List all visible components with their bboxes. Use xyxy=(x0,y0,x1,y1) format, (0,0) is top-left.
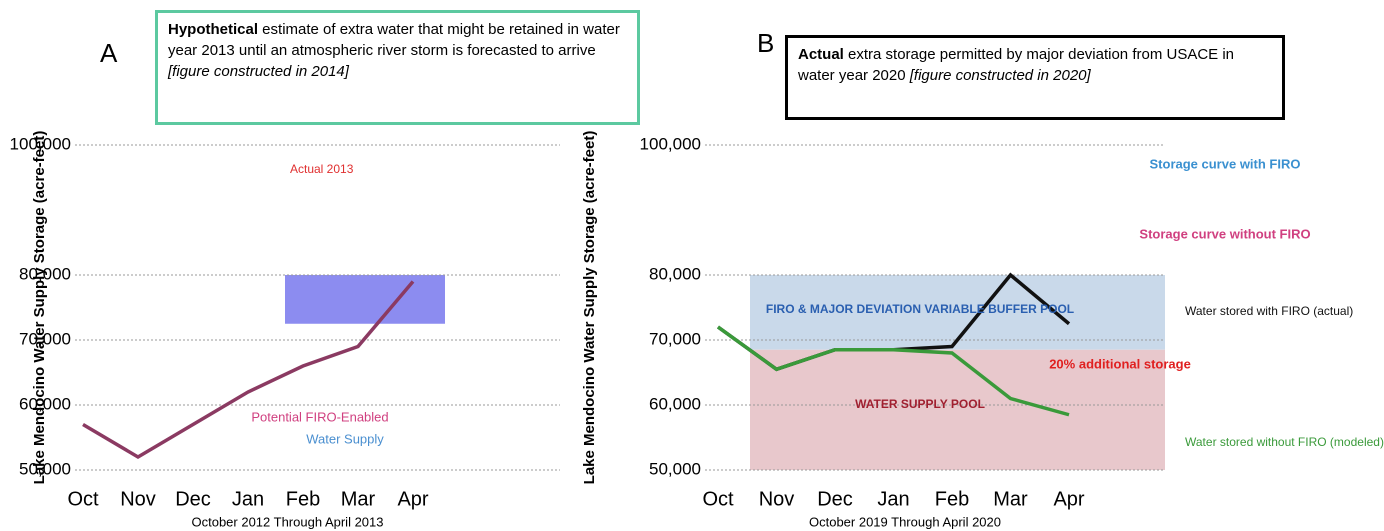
callout-italic: [figure constructed in 2014] xyxy=(168,63,349,80)
callout-text: estimate of extra water that might be re… xyxy=(168,21,620,59)
x-tick-label: Feb xyxy=(935,488,969,510)
annotation: FIRO & MAJOR DEVIATION VARIABLE BUFFER P… xyxy=(766,302,1074,316)
x-axis-label: October 2019 Through April 2020 xyxy=(809,514,1001,529)
x-tick-label: Nov xyxy=(120,488,156,510)
y-tick-label: 100,000 xyxy=(640,134,701,153)
legend-label: Actual 2013 xyxy=(290,162,354,176)
x-tick-label: Apr xyxy=(397,488,428,510)
panel-label: A xyxy=(100,38,118,68)
x-tick-label: Apr xyxy=(1053,488,1084,510)
x-tick-label: Jan xyxy=(877,488,909,510)
legend-label: Water stored with FIRO (actual) xyxy=(1185,304,1353,318)
y-tick-label: 70,000 xyxy=(19,329,71,348)
x-axis-label: October 2012 Through April 2013 xyxy=(191,514,383,529)
y-tick-label: 60,000 xyxy=(19,394,71,413)
y-tick-label: 80,000 xyxy=(19,264,71,283)
x-tick-label: Oct xyxy=(702,488,734,510)
x-tick-label: Jan xyxy=(232,488,264,510)
y-tick-label: 70,000 xyxy=(649,329,701,348)
panel-label: B xyxy=(757,28,774,58)
series-line xyxy=(716,325,1070,417)
pool-band xyxy=(750,349,1165,470)
annotation: Storage curve without FIRO xyxy=(1139,226,1310,241)
pool-band xyxy=(285,275,445,324)
y-tick-label: 60,000 xyxy=(649,394,701,413)
callout-b: Actual extra storage permitted by major … xyxy=(785,35,1285,120)
callout-bold: Actual xyxy=(798,46,844,63)
annotation: Storage curve with FIRO xyxy=(1150,156,1301,171)
y-tick-label: 80,000 xyxy=(649,264,701,283)
x-tick-label: Dec xyxy=(817,488,853,510)
x-tick-label: Feb xyxy=(286,488,320,510)
x-tick-label: Dec xyxy=(175,488,211,510)
y-axis-label: Lake Mendocino Water Supply Storage (acr… xyxy=(581,131,598,485)
y-tick-label: 50,000 xyxy=(19,459,71,478)
annotation: Potential FIRO-Enabled xyxy=(251,409,388,424)
annotation: WATER SUPPLY POOL xyxy=(855,397,985,411)
callout-italic: [figure constructed in 2020] xyxy=(909,67,1091,84)
y-axis-label: Lake Mendocino Water Supply Storage (acr… xyxy=(31,131,48,485)
y-tick-label: 50,000 xyxy=(649,459,701,478)
series-line xyxy=(82,280,415,460)
x-tick-label: Nov xyxy=(759,488,795,510)
callout-text: extra storage permitted by major deviati… xyxy=(798,46,1235,84)
x-tick-label: Mar xyxy=(341,488,376,510)
callout-a: Hypothetical estimate of extra water tha… xyxy=(155,10,640,125)
y-tick-label: 100,000 xyxy=(10,134,71,153)
legend-label: Water stored without FIRO (modeled) xyxy=(1185,435,1384,449)
annotation: Water Supply xyxy=(306,431,384,446)
annotation: 20% additional storage xyxy=(1049,356,1191,371)
callout-bold: Hypothetical xyxy=(168,21,259,38)
x-tick-label: Oct xyxy=(67,488,99,510)
x-tick-label: Mar xyxy=(993,488,1028,510)
